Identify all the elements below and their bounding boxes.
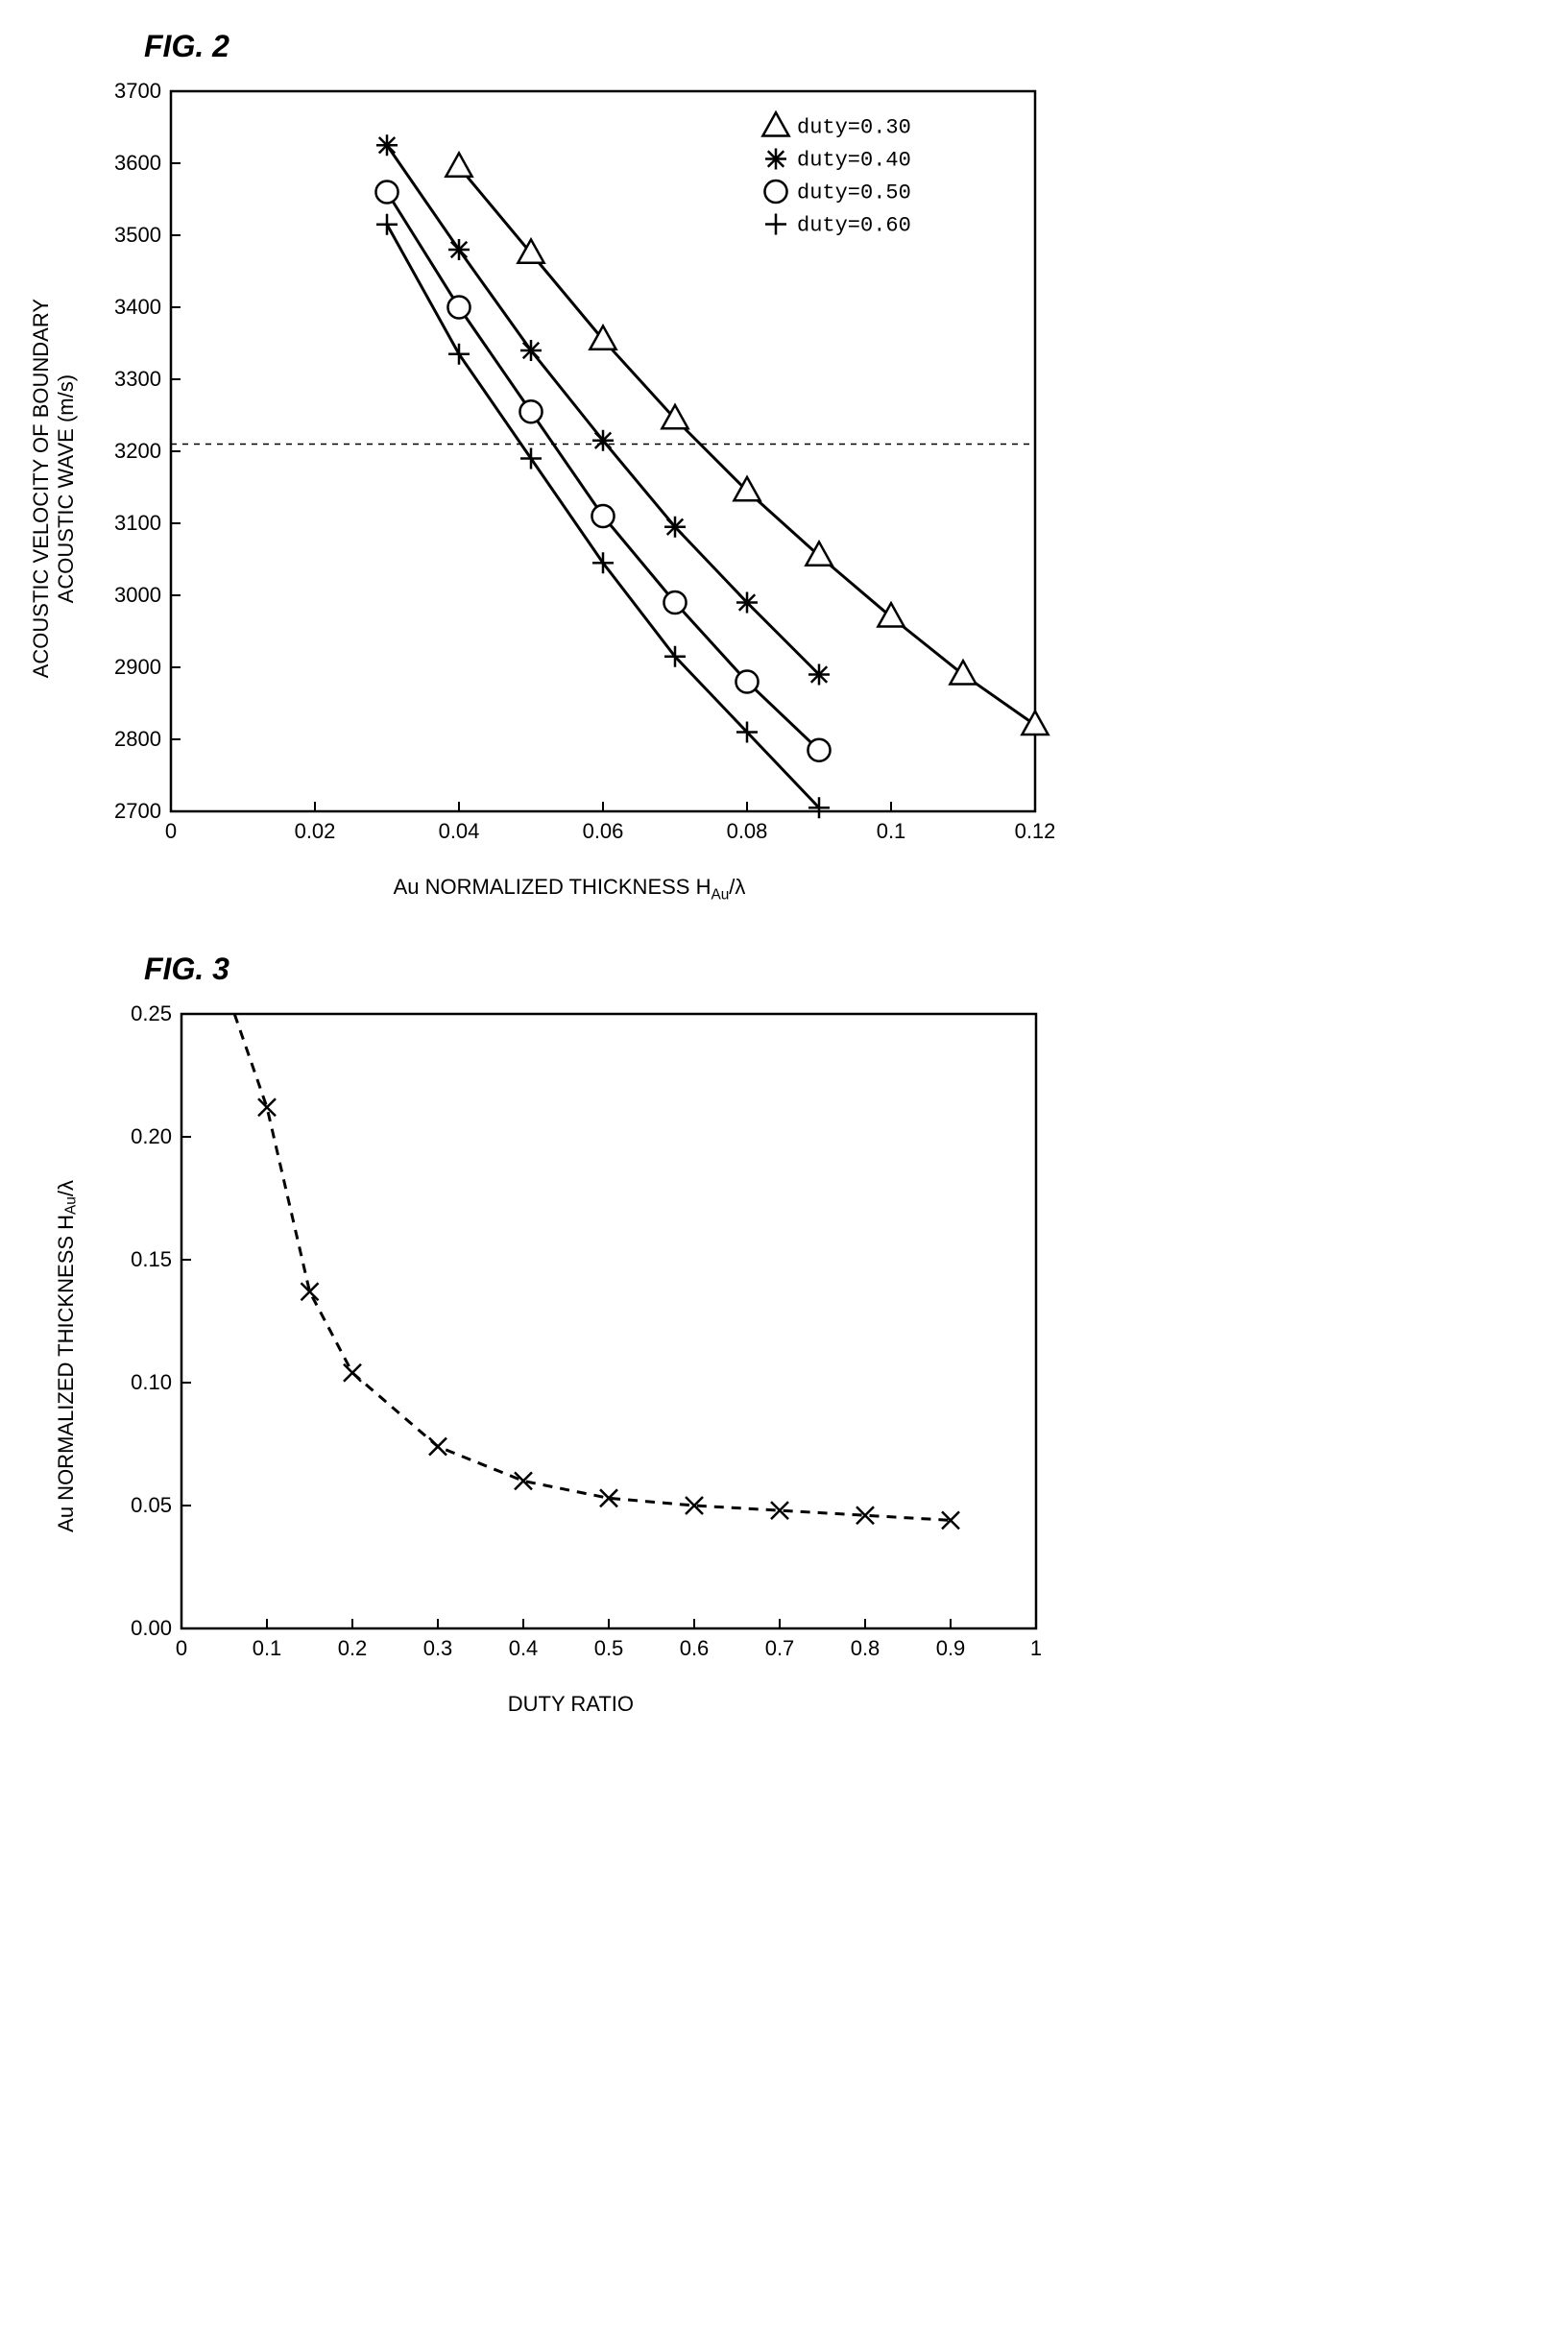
svg-text:0.08: 0.08 <box>727 819 768 843</box>
fig2-chart-wrap: ACOUSTIC VELOCITY OF BOUNDARY ACOUSTIC W… <box>29 72 1539 904</box>
svg-text:0.3: 0.3 <box>423 1636 453 1660</box>
svg-text:3600: 3600 <box>114 151 161 175</box>
svg-text:3200: 3200 <box>114 439 161 463</box>
svg-text:duty=0.50: duty=0.50 <box>797 181 911 205</box>
fig2-xlabel-pre: Au NORMALIZED THICKNESS H <box>394 875 712 899</box>
fig2-svg: 0 0.02 0.04 0.06 0.08 0.1 0.12 2700 2800 2900 3000… <box>84 72 1054 869</box>
svg-text:0.02: 0.02 <box>295 819 336 843</box>
fig2-title: FIG. 2 <box>144 29 1539 64</box>
svg-text:duty=0.40: duty=0.40 <box>797 149 911 173</box>
fig3-svg: 0 0.1 0.2 0.3 0.4 0.5 0.6 0.7 0.8 0.9 1 0.00 0.05 0.1… <box>85 995 1055 1686</box>
figure-3: FIG. 3 Au NORMALIZED THICKNESS HAu/λ 00.… <box>29 952 1539 1717</box>
svg-text:2900: 2900 <box>114 655 161 679</box>
fig2-ylabel: ACOUSTIC VELOCITY OF BOUNDARY ACOUSTIC W… <box>29 299 79 678</box>
svg-text:0.04: 0.04 <box>439 819 480 843</box>
svg-text:0: 0 <box>165 819 177 843</box>
svg-text:3100: 3100 <box>114 511 161 535</box>
svg-text:2700: 2700 <box>114 799 161 823</box>
svg-text:duty=0.60: duty=0.60 <box>797 214 911 238</box>
svg-text:3500: 3500 <box>114 223 161 247</box>
svg-text:0.1: 0.1 <box>877 819 906 843</box>
fig3-ylabel-pre: Au NORMALIZED THICKNESS H <box>54 1215 78 1532</box>
fig2-xlabel: Au NORMALIZED THICKNESS HAu/λ <box>84 875 1054 904</box>
svg-text:3000: 3000 <box>114 583 161 607</box>
fig3-ylabel-post: /λ <box>54 1180 78 1196</box>
svg-text:0.06: 0.06 <box>583 819 624 843</box>
svg-text:0.12: 0.12 <box>1015 819 1054 843</box>
svg-text:3700: 3700 <box>114 79 161 103</box>
svg-text:0: 0 <box>176 1636 187 1660</box>
svg-text:0.00: 0.00 <box>132 1616 173 1640</box>
svg-text:0.1: 0.1 <box>253 1636 282 1660</box>
figure-2: FIG. 2 ACOUSTIC VELOCITY OF BOUNDARY ACO… <box>29 29 1539 904</box>
fig3-ylabel: Au NORMALIZED THICKNESS HAu/λ <box>29 1180 80 1532</box>
svg-text:0.15: 0.15 <box>132 1247 173 1271</box>
svg-text:0.25: 0.25 <box>132 1001 173 1025</box>
svg-text:0.5: 0.5 <box>594 1636 624 1660</box>
svg-text:1: 1 <box>1030 1636 1042 1660</box>
svg-text:0.6: 0.6 <box>680 1636 710 1660</box>
svg-text:0.7: 0.7 <box>765 1636 795 1660</box>
svg-text:2800: 2800 <box>114 727 161 751</box>
svg-text:0.9: 0.9 <box>936 1636 966 1660</box>
fig3-xlabel: DUTY RATIO <box>85 1692 1055 1717</box>
fig3-svg-holder: 0 0.1 0.2 0.3 0.4 0.5 0.6 0.7 0.8 0.9 1 0.00 0.05 0.1… <box>85 995 1055 1717</box>
fig2-xlabel-sub: Au <box>711 886 729 903</box>
svg-text:0.8: 0.8 <box>851 1636 880 1660</box>
svg-text:3400: 3400 <box>114 295 161 319</box>
svg-text:3300: 3300 <box>114 367 161 391</box>
fig3-chart-wrap: Au NORMALIZED THICKNESS HAu/λ 0 0.1 0.2 0.3… <box>29 995 1539 1717</box>
svg-text:0.2: 0.2 <box>338 1636 368 1660</box>
svg-text:duty=0.30: duty=0.30 <box>797 116 911 140</box>
svg-text:0.4: 0.4 <box>509 1636 539 1660</box>
svg-text:0.10: 0.10 <box>132 1370 173 1394</box>
fig3-title: FIG. 3 <box>144 952 1539 987</box>
svg-text:0.20: 0.20 <box>132 1124 173 1148</box>
fig2-xlabel-post: /λ <box>729 875 745 899</box>
svg-text:0.05: 0.05 <box>132 1493 173 1517</box>
fig2-svg-holder: 0 0.02 0.04 0.06 0.08 0.1 0.12 2700 2800 2900 3000… <box>84 72 1054 904</box>
fig3-ylabel-sub: Au <box>62 1196 79 1215</box>
